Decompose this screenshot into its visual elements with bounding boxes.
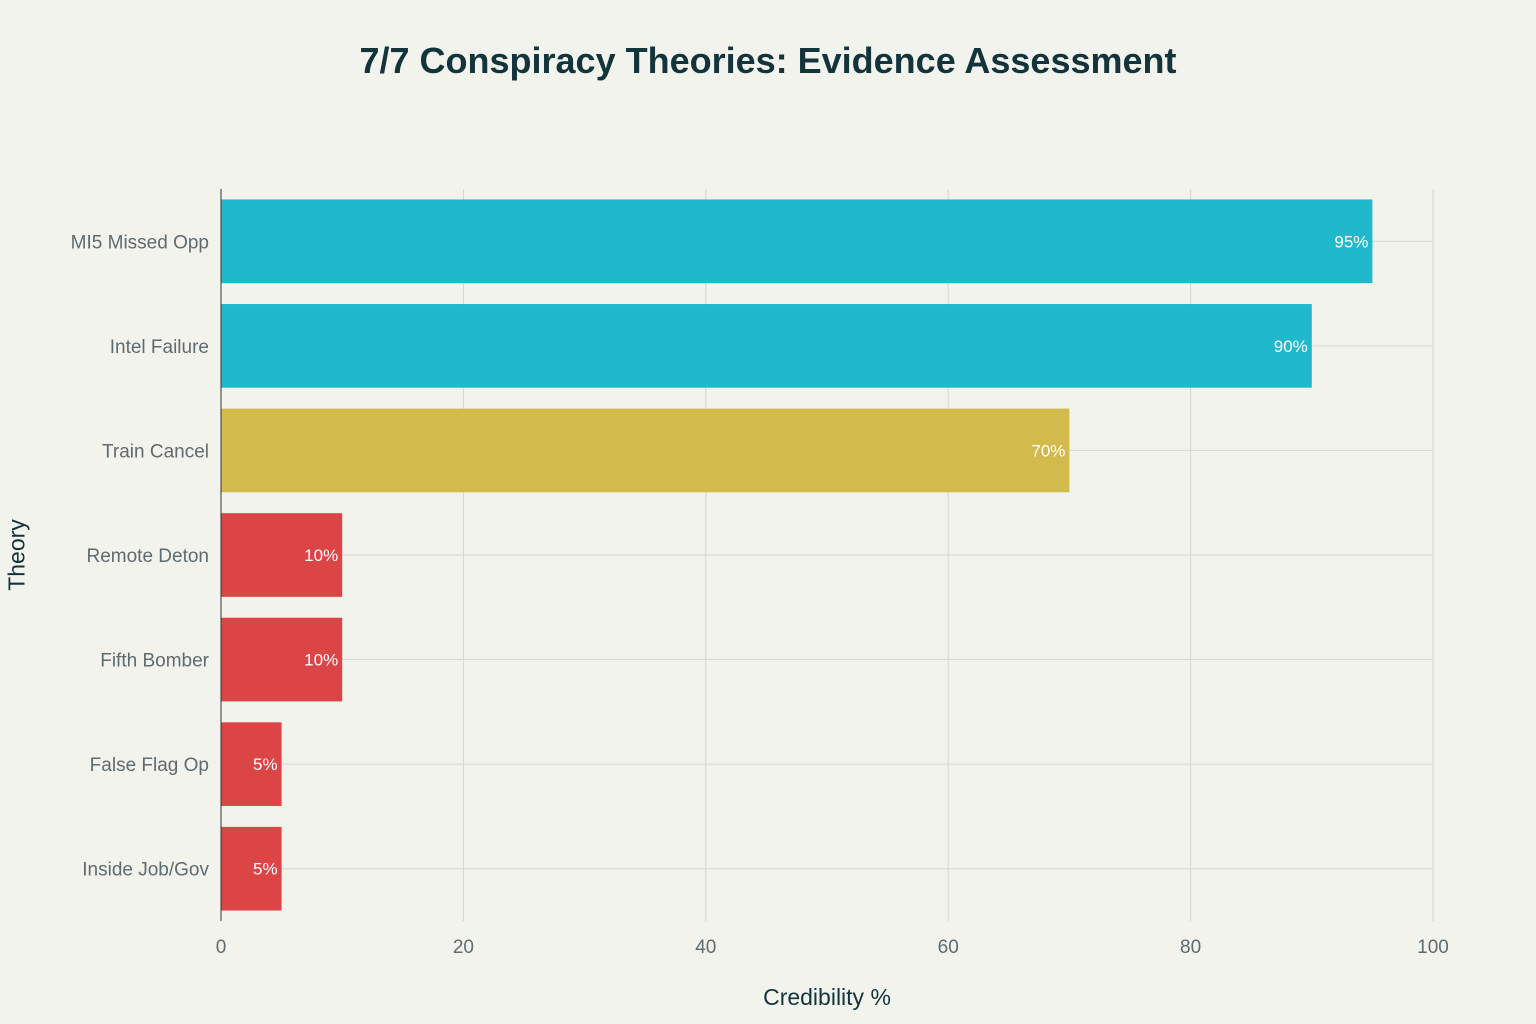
y-tick-label: Inside Job/Gov <box>82 860 209 881</box>
y-tick-label: Intel Failure <box>110 337 209 358</box>
bar <box>221 513 343 597</box>
data-label: 70% <box>1031 441 1065 460</box>
data-label: 10% <box>304 546 338 565</box>
bar <box>221 304 1312 388</box>
x-tick-label: 100 <box>1417 937 1449 958</box>
x-tick-label: 20 <box>453 937 474 958</box>
y-tick-label: MI5 Missed Opp <box>71 232 209 253</box>
data-label: 5% <box>253 860 278 879</box>
bar <box>221 617 343 702</box>
y-tick-label: False Flag Op <box>90 755 209 776</box>
x-tick-label: 80 <box>1180 937 1201 958</box>
data-label: 90% <box>1274 337 1308 356</box>
bar <box>221 826 282 911</box>
bar <box>221 408 1070 493</box>
x-tick-label: 0 <box>216 937 227 958</box>
chart-title: 7/7 Conspiracy Theories: Evidence Assess… <box>359 40 1177 81</box>
x-axis-label: Credibility % <box>763 984 891 1010</box>
y-tick-label: Train Cancel <box>102 441 209 462</box>
x-tick-label: 60 <box>938 937 959 958</box>
y-tick-label: Remote Deton <box>86 546 209 567</box>
x-tick-label: 40 <box>695 937 716 958</box>
data-label: 95% <box>1334 232 1368 251</box>
data-label: 5% <box>253 755 278 774</box>
bar <box>221 722 282 806</box>
data-label: 10% <box>304 651 338 670</box>
bar <box>221 199 1373 284</box>
y-tick-label: Fifth Bomber <box>100 651 209 672</box>
